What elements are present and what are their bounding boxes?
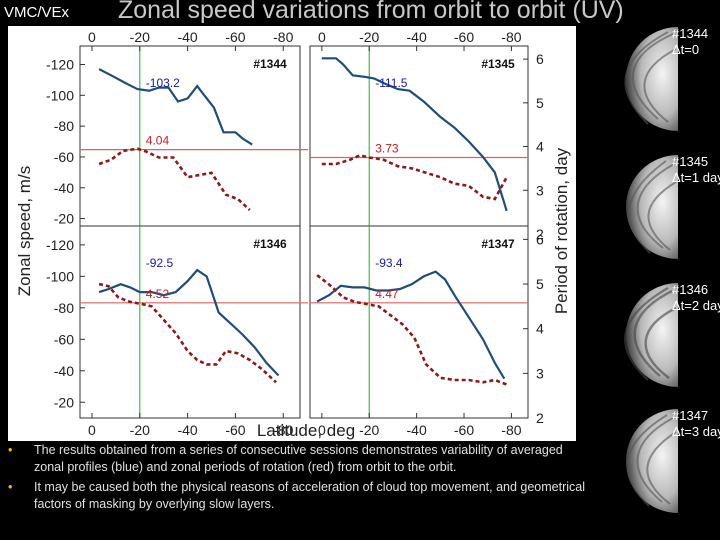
image-label-1347: #1347 Δt=3 days xyxy=(672,408,720,440)
y-tick-label-right: 3 xyxy=(536,365,544,381)
image-dt: Δt=2 days xyxy=(672,298,720,313)
mean-period-label: 3.73 xyxy=(375,141,399,155)
slide-title: Zonal speed variations from orbit to orb… xyxy=(118,0,624,24)
bullet-text: The results obtained from a series of co… xyxy=(34,443,563,474)
image-label-1344: #1344 Δt=0 xyxy=(672,26,708,58)
x-tick-label-bottom: -20 xyxy=(130,422,150,438)
y-axis-title-right: Period of rotation, day xyxy=(552,147,571,314)
corner-label: VMC/VEx xyxy=(4,4,70,21)
x-tick-label-top: -40 xyxy=(177,29,197,45)
image-label-1346: #1346 Δt=2 days xyxy=(672,282,720,314)
zonal-speed-series xyxy=(316,270,506,380)
zonal-speed-chart: #1344 -103.2 4.04 -120 -100 -80 -60 -40 -20 0 -20 -… xyxy=(8,26,576,441)
venus-image-1347 xyxy=(626,409,678,513)
rotation-period-series xyxy=(98,147,251,211)
mean-period-label: 4.04 xyxy=(146,134,170,148)
y-tick-label-left: -20 xyxy=(54,394,74,410)
bullet-text: It may be caused both the physical reaso… xyxy=(34,480,586,511)
y-tick-label-left: -60 xyxy=(54,331,74,347)
y-tick-label-right: 4 xyxy=(536,321,544,337)
y-tick-label-left: -80 xyxy=(54,118,74,134)
y-tick-label-left: -80 xyxy=(54,300,74,316)
x-tick-label-bottom: -60 xyxy=(225,422,245,438)
image-dt: Δt=1 day xyxy=(672,170,720,185)
x-tick-label-top: -20 xyxy=(359,29,379,45)
rotation-period-series xyxy=(321,153,508,201)
rotation-period-series xyxy=(98,282,277,384)
image-orbit: #1345 xyxy=(672,154,709,169)
x-tick-label-bottom: -40 xyxy=(177,422,197,438)
panel-orbit-label: #1345 xyxy=(481,57,515,71)
venus-image-1344 xyxy=(624,27,678,131)
image-orbit: #1346 xyxy=(672,282,709,297)
panel-orbit-label: #1346 xyxy=(253,237,287,251)
mean-speed-label: -92.5 xyxy=(146,256,174,270)
y-tick-label-right: 6 xyxy=(536,231,544,247)
panel-orbit-label: #1344 xyxy=(253,57,287,71)
x-tick-label-bottom: 0 xyxy=(318,422,326,438)
mean-period-label: 4.47 xyxy=(375,287,399,301)
venus-image-1346 xyxy=(624,283,678,387)
x-tick-label-top: -60 xyxy=(454,29,474,45)
y-tick-label-right: 2 xyxy=(536,226,544,242)
x-tick-label-top: 0 xyxy=(88,29,96,45)
y-tick-label-left: -20 xyxy=(54,211,74,227)
x-tick-label-bottom: -80 xyxy=(273,422,293,438)
x-tick-label-bottom: -40 xyxy=(407,422,427,438)
y-axis-title-left: Zonal speed, m/s xyxy=(15,166,34,296)
y-tick-label-right: 3 xyxy=(536,182,544,198)
mean-period-label: 4.52 xyxy=(146,287,170,301)
zonal-speed-series xyxy=(98,268,280,377)
y-tick-label-left: -40 xyxy=(54,180,74,196)
image-label-1345: #1345 Δt=1 day xyxy=(672,154,720,186)
mean-speed-label: -93.4 xyxy=(375,256,403,270)
venus-image-1345 xyxy=(626,155,678,259)
panel-frame xyxy=(309,225,529,419)
bullet-dot-icon: • xyxy=(8,480,13,494)
bullet-dot-icon: • xyxy=(8,443,13,457)
x-tick-label-top: -40 xyxy=(407,29,427,45)
image-dt: Δt=3 days xyxy=(672,424,720,439)
y-tick-label-right: 6 xyxy=(536,51,544,67)
image-orbit: #1347 xyxy=(672,408,709,423)
x-tick-label-top: 0 xyxy=(318,29,326,45)
rotation-period-series xyxy=(316,274,508,386)
y-tick-label-left: -100 xyxy=(46,268,74,284)
zonal-speed-series xyxy=(98,68,253,146)
panel-frame xyxy=(309,45,529,235)
mean-speed-label: -103.2 xyxy=(146,76,180,90)
panel-orbit-label: #1347 xyxy=(481,237,515,251)
x-tick-label-bottom: -80 xyxy=(501,422,521,438)
x-tick-label-bottom: -20 xyxy=(359,422,379,438)
panel-frame xyxy=(79,225,301,419)
y-tick-label-right: 2 xyxy=(536,410,544,426)
y-tick-label-left: -120 xyxy=(46,237,74,253)
x-tick-label-top: -60 xyxy=(225,29,245,45)
y-tick-label-left: -120 xyxy=(46,56,74,72)
x-tick-label-top: -20 xyxy=(130,29,150,45)
y-tick-label-right: 4 xyxy=(536,139,544,155)
bullet-list: • The results obtained from a series of … xyxy=(8,442,588,516)
mean-speed-label: -111.5 xyxy=(375,76,408,90)
y-tick-label-left: -100 xyxy=(46,87,74,103)
x-tick-label-top: -80 xyxy=(273,29,293,45)
y-tick-label-left: -40 xyxy=(54,363,74,379)
image-dt: Δt=0 xyxy=(672,42,700,57)
panel-frame xyxy=(79,45,301,235)
bullet-item: • The results obtained from a series of … xyxy=(8,442,588,476)
bullet-item: • It may be caused both the physical rea… xyxy=(8,479,588,513)
x-tick-label-top: -80 xyxy=(501,29,521,45)
x-axis-title: Latitude, deg xyxy=(257,421,355,440)
y-tick-label-left: -60 xyxy=(54,149,74,165)
x-tick-label-bottom: 0 xyxy=(88,422,96,438)
image-orbit: #1344 xyxy=(672,26,709,41)
x-tick-label-bottom: -60 xyxy=(454,422,474,438)
zonal-speed-series xyxy=(321,57,508,212)
y-tick-label-right: 5 xyxy=(536,276,544,292)
y-tick-label-right: 5 xyxy=(536,95,544,111)
